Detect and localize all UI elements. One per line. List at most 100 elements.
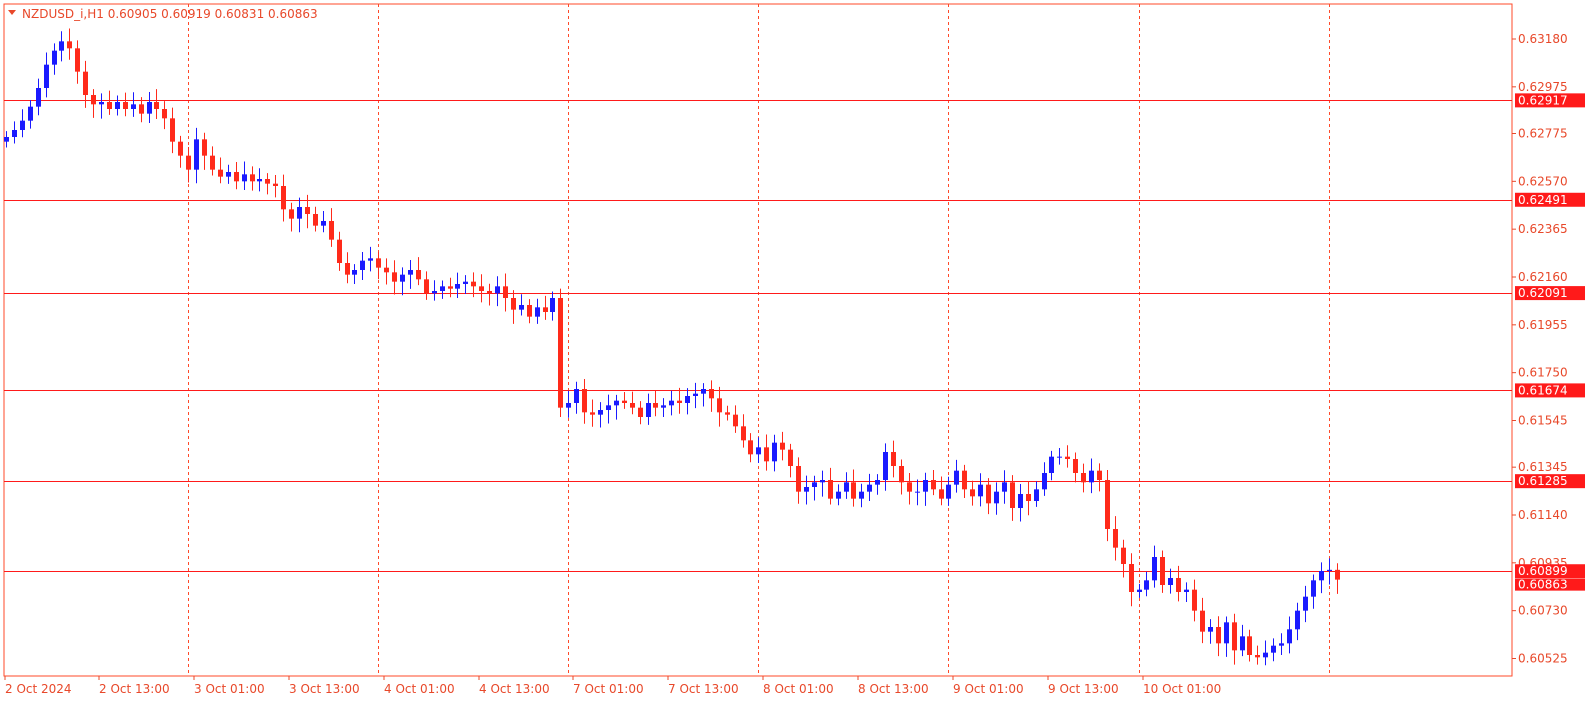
candle-body	[226, 172, 231, 177]
candle	[1042, 462, 1047, 496]
candle-body	[638, 407, 643, 417]
candle	[796, 457, 801, 504]
candle	[12, 121, 17, 144]
candle-body	[416, 270, 421, 280]
candle-layer	[4, 28, 1340, 666]
candle-body	[424, 279, 429, 294]
candle-body	[669, 400, 674, 406]
candle-body	[677, 400, 682, 403]
candle-body	[1255, 655, 1260, 658]
candle-body	[1224, 622, 1229, 644]
level-tag-bg	[1515, 286, 1585, 301]
candle	[543, 295, 548, 320]
candle	[1311, 574, 1316, 609]
candle	[1097, 463, 1102, 492]
symbol-ohlc-label: NZDUSD_i,H1 0.60905 0.60919 0.60831 0.60…	[22, 7, 318, 21]
candle-body	[582, 389, 587, 413]
level-layer	[4, 100, 1512, 572]
candle	[234, 161, 239, 190]
chevron-down-icon[interactable]	[8, 10, 16, 15]
candle	[463, 275, 468, 295]
candle-body	[12, 130, 17, 137]
candle-body	[1216, 627, 1221, 644]
candle	[1240, 624, 1245, 657]
candle-body	[550, 298, 555, 312]
candle-body	[828, 480, 833, 499]
candle-body	[202, 139, 207, 156]
candle-body	[1010, 482, 1015, 508]
candle-body	[543, 307, 548, 312]
candle-body	[368, 258, 373, 261]
candle-body	[463, 281, 468, 284]
candle	[1073, 452, 1078, 483]
candle	[1034, 481, 1039, 507]
candle	[1271, 638, 1276, 662]
candle	[91, 89, 96, 118]
candle	[503, 273, 508, 312]
candle	[1176, 565, 1181, 602]
candle	[582, 378, 587, 424]
candle-body	[400, 274, 405, 282]
candle-body	[273, 183, 278, 186]
candle-body	[392, 272, 397, 282]
candle-body	[352, 270, 357, 275]
candle-body	[1263, 652, 1268, 658]
level-tag-bg	[1515, 383, 1585, 398]
candle	[1192, 579, 1197, 622]
candle	[1295, 602, 1300, 641]
candle-body	[44, 64, 49, 88]
candle-body	[1295, 610, 1300, 630]
y-tick-label: 0.61750	[1518, 366, 1568, 380]
x-tick-label: 8 Oct 01:00	[763, 682, 834, 696]
candle-body	[558, 298, 563, 408]
candle-body	[709, 389, 714, 399]
candle-body	[1152, 557, 1157, 581]
candle	[899, 459, 904, 495]
candle	[638, 401, 643, 425]
candle-body	[1097, 470, 1102, 480]
candle-body	[234, 172, 239, 182]
candle-body	[1208, 627, 1213, 632]
candle	[178, 135, 183, 168]
candle-body	[432, 291, 437, 294]
candle	[28, 100, 33, 129]
y-tick-label: 0.61955	[1518, 318, 1568, 332]
candle	[36, 78, 41, 116]
candle	[907, 473, 912, 505]
candle	[1160, 550, 1165, 593]
candle	[368, 246, 373, 272]
candle-body	[836, 491, 841, 499]
candle	[1279, 633, 1284, 655]
candle	[1089, 458, 1094, 494]
candle-body	[859, 491, 864, 499]
candle-body	[178, 141, 183, 156]
candle	[590, 399, 595, 427]
candle	[1184, 582, 1189, 603]
chart-header: NZDUSD_i,H1 0.60905 0.60919 0.60831 0.60…	[8, 7, 318, 21]
candle-body	[1279, 643, 1284, 646]
x-tick-label: 9 Oct 13:00	[1048, 682, 1119, 696]
candle-body	[242, 174, 247, 182]
candle-body	[210, 155, 215, 170]
candle-body	[590, 412, 595, 415]
candle-body	[1271, 645, 1276, 653]
candle-body	[20, 120, 25, 130]
candle-body	[1073, 459, 1078, 473]
candle-body	[1200, 610, 1205, 632]
candle-body	[622, 400, 627, 403]
candle	[701, 383, 706, 407]
y-tick-label: 0.61140	[1518, 508, 1568, 522]
candle	[677, 387, 682, 414]
candle-body	[820, 480, 825, 483]
candle-body	[962, 470, 967, 490]
candle	[83, 60, 88, 108]
candle	[345, 252, 350, 284]
candle-body	[875, 480, 880, 485]
candle	[352, 264, 357, 284]
candle	[614, 394, 619, 420]
candle-body	[1065, 456, 1070, 459]
x-tick-label: 7 Oct 01:00	[573, 682, 644, 696]
price-axis: 0.63180 0.62975 0.62775 0.62570 0.62365 0.621…	[1512, 32, 1585, 666]
candle	[107, 90, 112, 115]
